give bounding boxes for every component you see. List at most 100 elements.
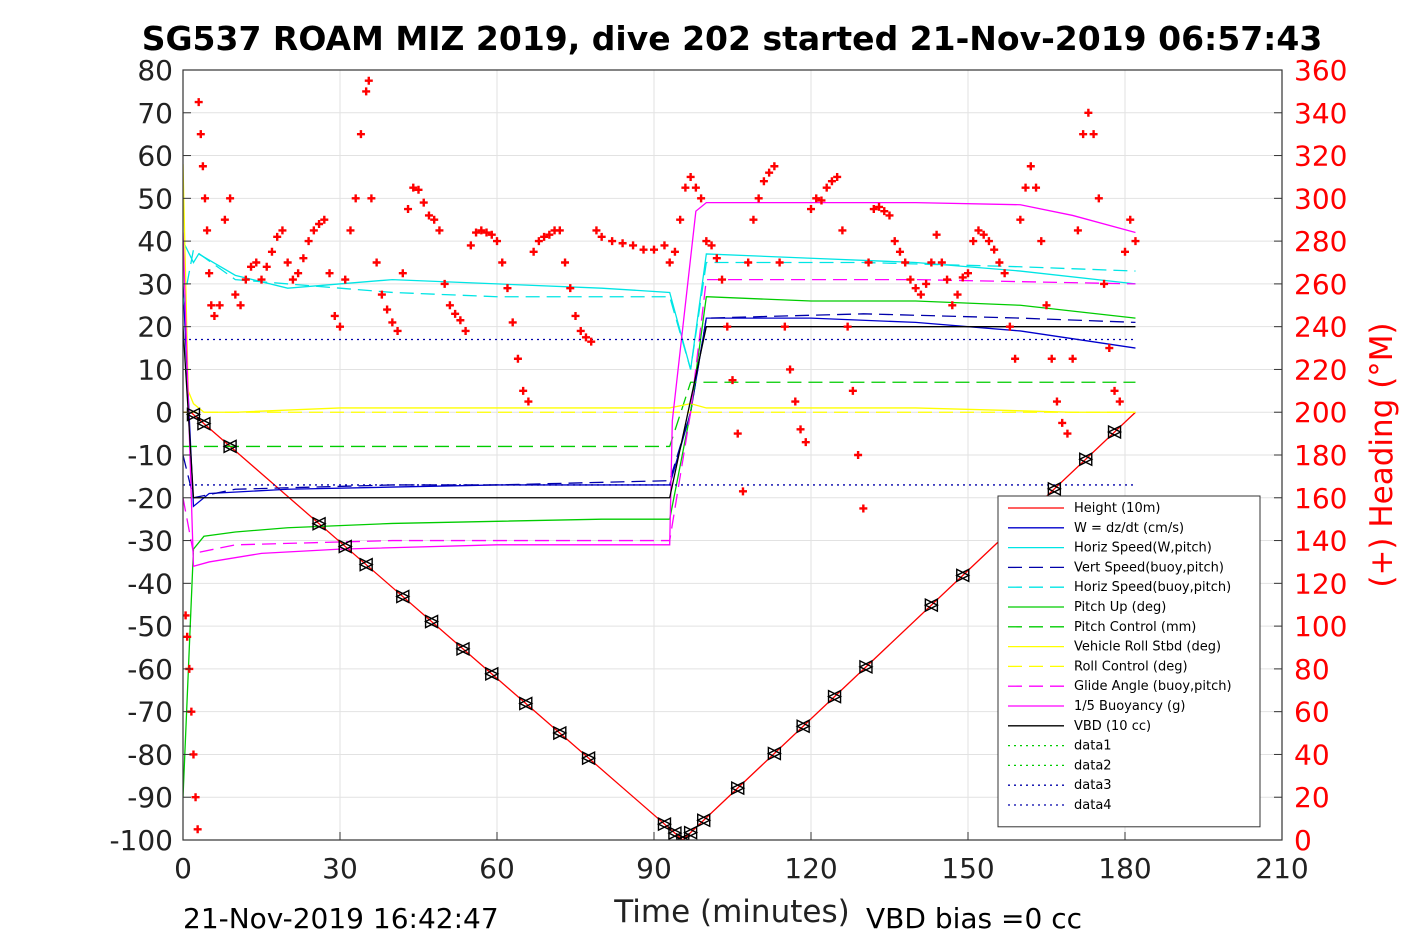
heading-marker — [791, 397, 800, 406]
heading-marker — [660, 241, 669, 250]
heading-marker — [995, 258, 1004, 267]
right-tick-label: 120 — [1294, 567, 1347, 600]
heading-marker — [639, 245, 648, 254]
right-axis-label: (+) Heading (°M) — [1364, 322, 1400, 587]
heading-marker — [207, 301, 216, 310]
heading-marker — [1115, 397, 1124, 406]
x-tick-label: 210 — [1255, 852, 1308, 885]
right-tick-label: 0 — [1294, 824, 1312, 857]
right-tick-label: 220 — [1294, 353, 1347, 386]
right-tick-label: 60 — [1294, 696, 1330, 729]
heading-marker — [315, 220, 324, 228]
heading-marker — [864, 258, 873, 267]
legend-label: W = dz/dt (cm/s) — [1074, 521, 1184, 536]
heading-marker — [691, 183, 700, 192]
heading-marker — [786, 365, 795, 374]
right-tick-label: 320 — [1294, 140, 1347, 173]
heading-marker — [581, 333, 590, 342]
heading-marker — [812, 194, 821, 203]
heading-marker — [686, 172, 695, 181]
heading-marker — [592, 226, 601, 235]
heading-marker — [728, 376, 737, 385]
x-tick-label: 120 — [784, 852, 837, 885]
heading-marker — [241, 275, 250, 284]
y-tick-label: 10 — [137, 353, 173, 386]
heading-marker — [226, 194, 235, 203]
heading-marker — [409, 183, 418, 192]
y-tick-label: -90 — [127, 781, 173, 814]
heading-marker — [775, 258, 784, 267]
heading-marker — [848, 386, 857, 395]
y-tick-label: 70 — [137, 97, 173, 130]
right-tick-label: 140 — [1294, 525, 1347, 558]
depth-marker — [826, 689, 843, 704]
right-tick-label: 160 — [1294, 482, 1347, 515]
heading-marker — [875, 202, 884, 211]
x-tick-label: 180 — [1098, 852, 1151, 885]
depth-marker — [358, 557, 374, 572]
heading-marker — [194, 98, 203, 107]
heading-marker — [608, 237, 617, 246]
heading-marker — [749, 215, 758, 224]
depth-marker — [1046, 481, 1062, 497]
heading-marker — [979, 230, 988, 239]
heading-marker — [969, 237, 978, 246]
heading-marker — [372, 258, 381, 267]
heading-marker — [1063, 429, 1072, 438]
heading-marker — [901, 258, 910, 267]
heading-marker — [681, 183, 690, 192]
heading-marker — [718, 275, 727, 284]
heading-marker — [712, 254, 721, 263]
y-tick-label: 20 — [137, 311, 173, 344]
heading-marker — [320, 215, 329, 224]
heading-marker — [1026, 162, 1035, 171]
heading-marker — [895, 247, 904, 256]
heading-marker — [398, 269, 407, 278]
heading-marker — [414, 185, 423, 194]
y-tick-label: -50 — [127, 610, 173, 643]
y-tick-label: -20 — [127, 482, 173, 515]
heading-marker — [707, 241, 716, 250]
heading-marker — [519, 386, 528, 395]
legend-label: Horiz Speed(W,pitch) — [1074, 541, 1212, 556]
heading-marker — [676, 215, 685, 224]
heading-marker — [466, 241, 475, 250]
heading-marker — [937, 258, 946, 267]
series-line-1 — [183, 283, 1136, 508]
heading-marker — [854, 451, 863, 459]
heading-marker — [200, 194, 209, 203]
heading-marker — [440, 279, 449, 288]
heading-marker — [1058, 418, 1067, 427]
heading-marker — [304, 237, 313, 246]
heading-marker — [827, 177, 836, 186]
depth-marker — [424, 614, 440, 629]
heading-marker — [451, 309, 460, 318]
heading-marker — [262, 262, 271, 271]
heading-marker — [587, 337, 596, 346]
y-tick-label: 80 — [137, 54, 173, 87]
heading-marker — [341, 275, 350, 284]
heading-marker — [1037, 237, 1046, 246]
heading-marker — [205, 269, 214, 278]
heading-marker — [1084, 108, 1093, 117]
heading-marker — [754, 194, 763, 203]
heading-marker — [236, 301, 245, 310]
heading-marker — [419, 198, 428, 207]
heading-marker — [364, 76, 373, 85]
legend-label: Pitch Up (deg) — [1074, 600, 1166, 615]
heading-marker — [472, 228, 481, 237]
heading-marker — [247, 262, 256, 271]
heading-marker — [817, 196, 826, 205]
heading-marker — [927, 258, 936, 267]
heading-marker — [770, 162, 779, 171]
legend: Height (10m) W = dz/dt (cm/s) Horiz Speed(… — [997, 495, 1261, 828]
heading-marker — [183, 632, 192, 641]
right-tick-label: 240 — [1294, 311, 1347, 344]
x-tick-label: 30 — [322, 852, 358, 885]
heading-marker — [885, 211, 894, 220]
heading-marker — [231, 290, 240, 299]
heading-marker — [738, 487, 747, 496]
heading-marker — [1073, 226, 1082, 235]
heading-marker — [702, 237, 711, 246]
depth-marker — [955, 568, 971, 583]
